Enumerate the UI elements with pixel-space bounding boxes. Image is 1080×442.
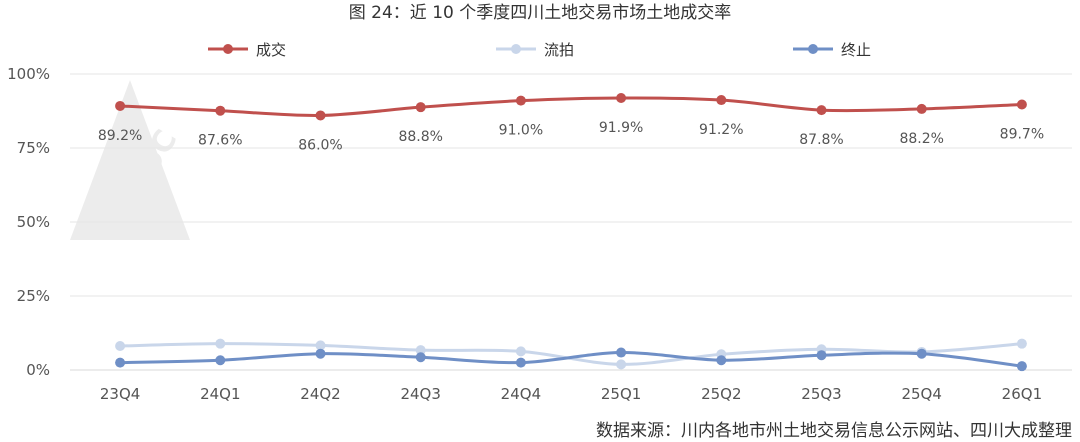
x-tick-label: 25Q3	[801, 385, 841, 403]
data-label: 87.8%	[799, 132, 843, 148]
legend-swatch-marker	[511, 44, 521, 54]
data-point	[215, 355, 226, 366]
data-point	[215, 338, 226, 349]
x-tick-label: 23Q4	[100, 385, 140, 403]
data-point	[315, 348, 326, 359]
data-point	[616, 92, 627, 103]
y-tick-label: 50%	[17, 213, 50, 231]
legend-label: 流拍	[544, 41, 574, 59]
legend-item: 成交	[208, 41, 286, 59]
data-label: 88.8%	[398, 129, 442, 145]
watermark: SCDC	[70, 80, 190, 240]
chart-title: 图 24：近 10 个季度四川土地交易市场土地成交率	[349, 3, 731, 23]
x-tick-label: 24Q2	[300, 385, 340, 403]
x-tick-label: 25Q2	[701, 385, 741, 403]
data-point	[515, 357, 526, 368]
x-tick-label: 25Q1	[601, 385, 641, 403]
data-point	[515, 95, 526, 106]
data-point	[916, 348, 927, 359]
data-point	[616, 347, 627, 358]
data-point	[716, 95, 727, 106]
series-终止	[115, 347, 1027, 372]
data-point	[515, 346, 526, 357]
data-label: 88.2%	[899, 131, 943, 147]
legend-label: 终止	[841, 41, 871, 59]
data-label: 87.6%	[198, 133, 242, 149]
legend-label: 成交	[256, 41, 286, 59]
data-point	[415, 345, 426, 356]
legend-item: 流拍	[496, 41, 574, 59]
x-tick-label: 25Q4	[901, 385, 941, 403]
data-point	[315, 340, 326, 351]
y-tick-label: 0%	[26, 361, 50, 379]
data-label: 91.9%	[599, 120, 643, 136]
data-point	[1016, 338, 1027, 349]
data-label: 86.0%	[298, 137, 342, 153]
data-point	[816, 105, 827, 116]
legend: 成交 流拍 终止	[208, 41, 871, 59]
y-axis-ticks: 0% 25% 50% 75% 100%	[7, 65, 50, 379]
data-point	[716, 355, 727, 366]
data-point	[916, 103, 927, 114]
legend-swatch-marker	[223, 44, 233, 54]
y-tick-label: 75%	[17, 139, 50, 157]
data-point	[115, 100, 126, 111]
x-tick-label: 24Q3	[400, 385, 440, 403]
data-point	[115, 341, 126, 352]
x-axis-ticks: 23Q4 24Q1 24Q2 24Q3 24Q4 25Q1 25Q2 25Q3 25Q4 26Q1	[100, 385, 1042, 403]
x-tick-label: 24Q4	[501, 385, 541, 403]
data-point	[115, 357, 126, 368]
gridlines	[70, 73, 1072, 371]
data-label: 91.0%	[499, 123, 543, 139]
data-label: 89.2%	[98, 128, 142, 144]
x-tick-label: 26Q1	[1002, 385, 1042, 403]
data-label: 89.7%	[1000, 126, 1044, 142]
data-point	[1016, 361, 1027, 372]
data-point	[1016, 99, 1027, 110]
y-tick-label: 100%	[7, 65, 50, 83]
series-layer	[115, 92, 1027, 372]
series-成交	[115, 92, 1027, 121]
x-tick-label: 24Q1	[200, 385, 240, 403]
y-tick-label: 25%	[17, 287, 50, 305]
legend-swatch-marker	[808, 44, 818, 54]
data-point	[315, 110, 326, 121]
data-point	[215, 105, 226, 116]
data-point	[816, 350, 827, 361]
data-point	[616, 359, 627, 370]
source-note: 数据来源：川内各地市州土地交易信息公示网站、四川大成整理	[596, 421, 1072, 441]
series-line	[120, 96, 1022, 117]
legend-item: 终止	[793, 41, 871, 59]
data-point	[415, 102, 426, 113]
data-point	[415, 352, 426, 363]
series-line	[120, 351, 1023, 368]
data-labels: 89.2% 87.6% 86.0% 88.8% 91.0% 91.9% 91.2% 87.8%…	[98, 120, 1044, 153]
data-label: 91.2%	[699, 122, 743, 138]
